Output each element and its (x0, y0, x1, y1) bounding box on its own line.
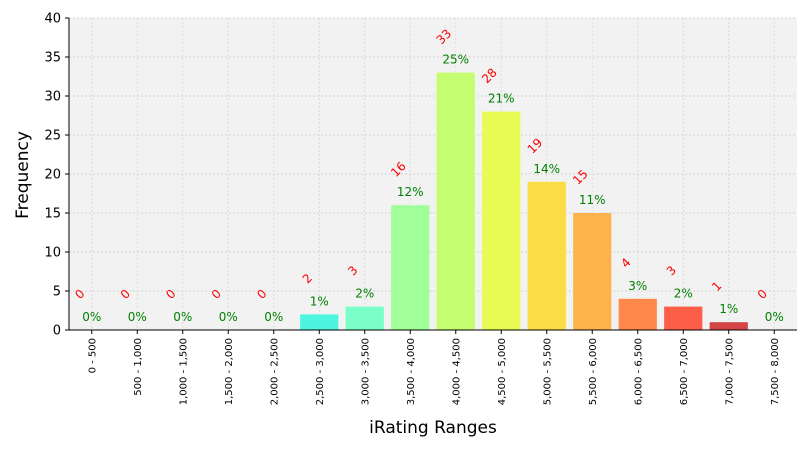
bar (300, 314, 339, 330)
y-tick-label: 15 (44, 207, 61, 222)
bar (391, 205, 430, 330)
percent-label: 14% (533, 162, 560, 176)
x-tick-label: 1,500 - 2,000 (224, 338, 235, 405)
bar (573, 213, 612, 330)
x-tick-label: 5,500 - 6,000 (588, 338, 599, 405)
percent-label: 25% (442, 53, 469, 67)
percent-label: 2% (674, 287, 693, 301)
y-tick-label: 0 (53, 324, 61, 339)
x-tick-label: 1,000 - 1,500 (178, 338, 189, 405)
x-tick-label: 6,500 - 7,000 (679, 338, 690, 405)
x-tick-label: 3,500 - 4,000 (406, 338, 417, 405)
percent-label: 0% (765, 310, 784, 324)
x-tick-label: 500 - 1,000 (133, 338, 144, 396)
percent-label: 12% (397, 185, 424, 199)
x-tick-label: 2,000 - 2,500 (269, 338, 280, 405)
y-tick-label: 40 (44, 12, 61, 27)
y-tick-label: 10 (44, 246, 61, 261)
percent-label: 0% (82, 310, 101, 324)
bar (345, 306, 384, 330)
x-tick-label: 7,000 - 7,500 (724, 338, 735, 405)
percent-label: 0% (128, 310, 147, 324)
x-tick-label: 0 - 500 (87, 338, 98, 373)
percent-label: 1% (719, 302, 738, 316)
y-tick-label: 25 (44, 129, 61, 144)
x-ticks: 0 - 500 500 - 1,000 1,000 - 1,500 1,500 - 2… (87, 330, 781, 405)
x-tick-label: 2,500 - 3,000 (315, 338, 326, 405)
percent-label: 0% (173, 310, 192, 324)
bar (482, 111, 521, 330)
bars (300, 72, 748, 330)
y-axis-label: Frequency (13, 131, 33, 219)
x-tick-label: 3,000 - 3,500 (360, 338, 371, 405)
percent-label: 21% (488, 92, 515, 106)
y-ticks: 0 5 10 15 20 25 30 35 40 (44, 12, 69, 339)
x-tick-label: 7,500 - 8,000 (770, 338, 781, 405)
x-tick-label: 6,000 - 6,500 (633, 338, 644, 405)
percent-label: 11% (579, 193, 606, 207)
bar (618, 298, 657, 330)
bar (664, 306, 703, 330)
y-tick-label: 5 (53, 285, 61, 300)
y-tick-label: 35 (44, 51, 61, 66)
percent-label: 0% (264, 310, 283, 324)
x-tick-label: 4,500 - 5,000 (497, 338, 508, 405)
percent-label: 0% (219, 310, 238, 324)
bar (527, 181, 566, 330)
percent-label: 1% (310, 294, 329, 308)
x-tick-label: 4,000 - 4,500 (451, 338, 462, 405)
percent-label: 2% (355, 287, 374, 301)
y-tick-label: 20 (44, 168, 61, 183)
percent-label: 3% (628, 279, 647, 293)
y-tick-label: 30 (44, 90, 61, 105)
bar (709, 322, 748, 330)
grid-lines (69, 17, 797, 330)
x-tick-label: 5,000 - 5,500 (542, 338, 553, 405)
x-axis-label: iRating Ranges (369, 418, 497, 438)
bar (436, 72, 475, 330)
